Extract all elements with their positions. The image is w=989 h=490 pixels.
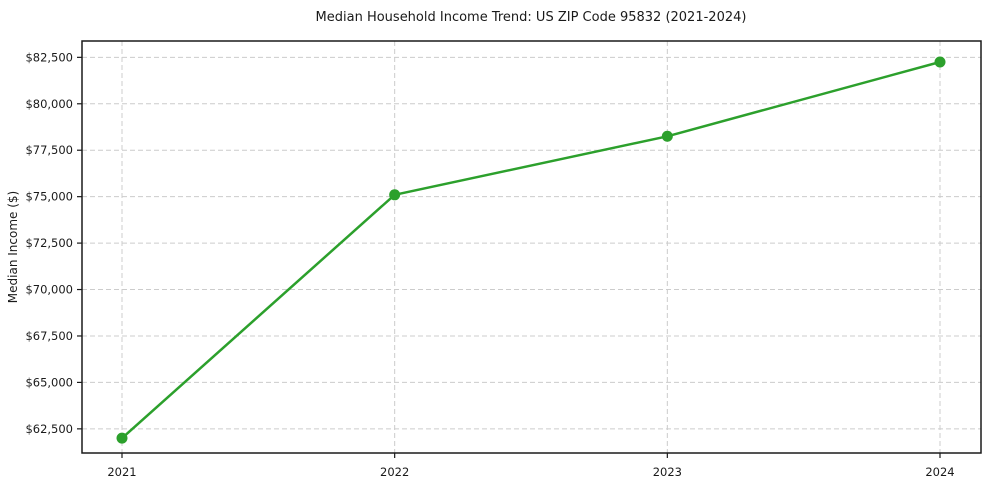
y-tick-label: $80,000 [25,97,73,111]
data-point-2023 [661,130,673,142]
data-point-2021 [116,432,128,444]
y-tick-label: $67,500 [25,329,73,343]
y-tick-label: $72,500 [25,236,73,250]
income-line-series [121,60,941,440]
data-point-2024 [934,56,946,68]
y-tick-label: $65,000 [25,375,73,389]
y-axis-label: Median Income ($) [6,191,20,303]
y-tick-label: $70,000 [25,283,73,297]
series-layer [116,56,946,444]
x-tick-label: 2024 [925,465,954,479]
y-tick-label: $62,500 [25,422,73,436]
axis-layer: $62,500 $65,000 $67,500 $70,000 $72,500 $75,0… [25,40,982,479]
data-point-2022 [389,189,401,201]
x-tick-label: 2022 [380,465,409,479]
x-tick-label: 2023 [653,465,682,479]
y-tick-label: $75,000 [25,190,73,204]
grid-layer [82,41,981,453]
plot-area-border [81,40,982,454]
x-tick-label: 2021 [107,465,136,479]
y-tick-label: $77,500 [25,143,73,157]
chart-title: Median Household Income Trend: US ZIP Co… [316,10,747,25]
y-tick-label: $82,500 [25,50,73,64]
